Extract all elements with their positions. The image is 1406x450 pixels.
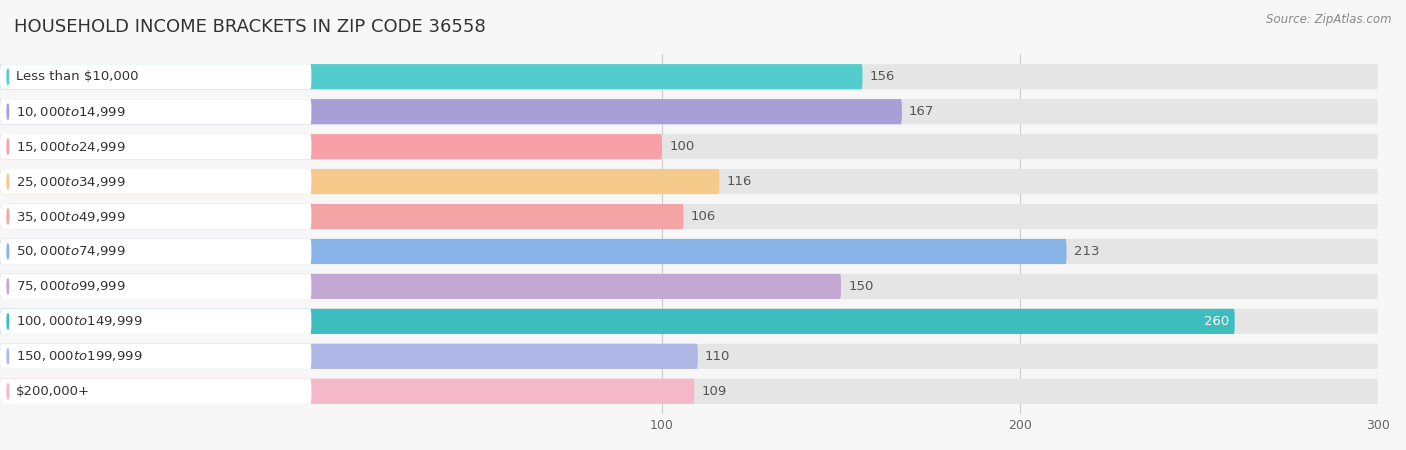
- FancyBboxPatch shape: [0, 169, 1378, 194]
- FancyBboxPatch shape: [0, 239, 1067, 264]
- Circle shape: [7, 139, 8, 154]
- FancyBboxPatch shape: [0, 239, 1378, 264]
- FancyBboxPatch shape: [0, 204, 311, 229]
- Circle shape: [7, 383, 8, 399]
- Text: 213: 213: [1074, 245, 1099, 258]
- FancyBboxPatch shape: [0, 379, 695, 404]
- FancyBboxPatch shape: [0, 64, 862, 89]
- FancyBboxPatch shape: [0, 379, 1378, 404]
- Circle shape: [7, 209, 8, 224]
- FancyBboxPatch shape: [0, 274, 841, 299]
- Text: 106: 106: [690, 210, 716, 223]
- Text: $50,000 to $74,999: $50,000 to $74,999: [15, 244, 125, 258]
- FancyBboxPatch shape: [0, 99, 1378, 124]
- FancyBboxPatch shape: [0, 99, 311, 124]
- Text: $10,000 to $14,999: $10,000 to $14,999: [15, 105, 125, 119]
- FancyBboxPatch shape: [0, 344, 1378, 369]
- FancyBboxPatch shape: [0, 99, 901, 124]
- Text: HOUSEHOLD INCOME BRACKETS IN ZIP CODE 36558: HOUSEHOLD INCOME BRACKETS IN ZIP CODE 36…: [14, 18, 486, 36]
- FancyBboxPatch shape: [0, 134, 311, 159]
- Text: $75,000 to $99,999: $75,000 to $99,999: [15, 279, 125, 293]
- FancyBboxPatch shape: [0, 309, 311, 334]
- FancyBboxPatch shape: [0, 379, 311, 404]
- Circle shape: [7, 174, 8, 189]
- Circle shape: [7, 349, 8, 364]
- Text: $150,000 to $199,999: $150,000 to $199,999: [15, 349, 142, 363]
- Text: 260: 260: [1204, 315, 1229, 328]
- FancyBboxPatch shape: [0, 309, 1234, 334]
- Text: Source: ZipAtlas.com: Source: ZipAtlas.com: [1267, 14, 1392, 27]
- Circle shape: [7, 279, 8, 294]
- Text: 110: 110: [704, 350, 731, 363]
- Text: 156: 156: [870, 70, 896, 83]
- Text: $35,000 to $49,999: $35,000 to $49,999: [15, 210, 125, 224]
- FancyBboxPatch shape: [0, 344, 697, 369]
- Text: 109: 109: [702, 385, 727, 398]
- Circle shape: [7, 104, 8, 119]
- Text: $15,000 to $24,999: $15,000 to $24,999: [15, 140, 125, 153]
- FancyBboxPatch shape: [0, 169, 311, 194]
- Text: 150: 150: [848, 280, 873, 293]
- FancyBboxPatch shape: [0, 274, 311, 299]
- Circle shape: [7, 244, 8, 259]
- FancyBboxPatch shape: [0, 274, 1378, 299]
- FancyBboxPatch shape: [0, 309, 1378, 334]
- Text: $200,000+: $200,000+: [15, 385, 90, 398]
- FancyBboxPatch shape: [0, 344, 311, 369]
- Text: $100,000 to $149,999: $100,000 to $149,999: [15, 315, 142, 328]
- Text: 100: 100: [669, 140, 695, 153]
- FancyBboxPatch shape: [0, 169, 720, 194]
- FancyBboxPatch shape: [0, 64, 311, 89]
- Text: Less than $10,000: Less than $10,000: [15, 70, 139, 83]
- Text: 116: 116: [727, 175, 752, 188]
- Text: 167: 167: [910, 105, 935, 118]
- FancyBboxPatch shape: [0, 204, 683, 229]
- Text: $25,000 to $34,999: $25,000 to $34,999: [15, 175, 125, 189]
- FancyBboxPatch shape: [0, 64, 1378, 89]
- FancyBboxPatch shape: [0, 239, 311, 264]
- Circle shape: [7, 314, 8, 329]
- FancyBboxPatch shape: [0, 134, 662, 159]
- FancyBboxPatch shape: [0, 204, 1378, 229]
- FancyBboxPatch shape: [0, 134, 1378, 159]
- Circle shape: [7, 69, 8, 85]
